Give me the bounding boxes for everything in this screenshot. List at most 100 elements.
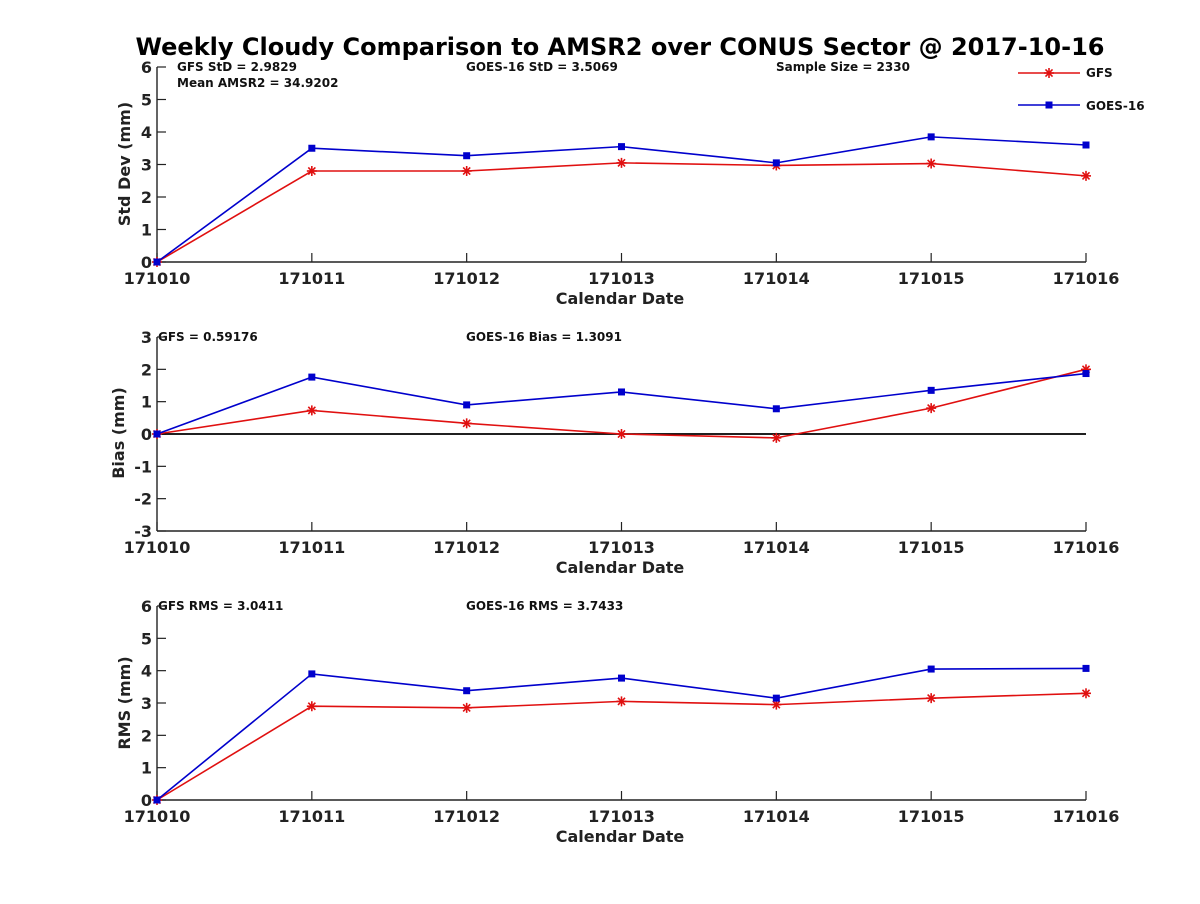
ylabel-std: Std Dev (mm) <box>115 102 134 226</box>
data-point-goes16-rms <box>927 665 935 673</box>
data-point-gfs-bias <box>771 432 782 443</box>
annotation-gfs-std: GFS StD = 2.9829 <box>177 60 297 74</box>
y-tick-label-bias: 3 <box>141 328 152 347</box>
y-tick-label-bias: -2 <box>134 490 152 509</box>
panel-bias: Bias (mm) Calendar Date GFS = 0.59176 GO… <box>109 330 684 577</box>
x-tick-label-bias: 171015 <box>898 538 965 557</box>
annotation-goes16-std: GOES-16 StD = 3.5069 <box>466 60 618 74</box>
y-tick-label-rms: 4 <box>141 662 152 681</box>
data-point-gfs-bias <box>306 405 317 416</box>
y-tick-label-std: 2 <box>141 188 152 207</box>
data-point-goes16-rms <box>308 670 316 678</box>
y-tick-label-bias: 1 <box>141 393 152 412</box>
x-tick-label-bias: 171011 <box>278 538 345 557</box>
x-tick-label-std: 171013 <box>588 269 655 288</box>
annotation-gfs-rms: GFS RMS = 3.0411 <box>158 599 283 613</box>
y-tick-label-rms: 2 <box>141 726 152 745</box>
annotation-goes16-bias: GOES-16 Bias = 1.3091 <box>466 330 622 344</box>
legend: GFS GOES-16 <box>1086 66 1145 113</box>
annotation-sample-size: Sample Size = 2330 <box>776 60 910 74</box>
x-tick-label-rms: 171015 <box>898 807 965 826</box>
data-point-goes16-std <box>153 258 161 266</box>
x-tick-label-bias: 171016 <box>1053 538 1120 557</box>
data-point-goes16-rms <box>1082 664 1090 672</box>
data-point-goes16-rms <box>618 674 625 682</box>
data-point-goes16-std <box>463 152 471 160</box>
data-point-goes16-bias <box>927 386 935 394</box>
data-point-goes16-bias <box>618 388 625 396</box>
data-point-gfs-std <box>616 157 627 168</box>
data-point-gfs-rms <box>616 696 627 707</box>
x-tick-label-std: 171010 <box>124 269 191 288</box>
ylabel-rms: RMS (mm) <box>115 656 134 749</box>
x-tick-label-rms: 171012 <box>433 807 500 826</box>
data-point-gfs-bias <box>461 418 472 429</box>
xlabel-std: Calendar Date <box>556 289 685 308</box>
annotation-goes16-rms: GOES-16 RMS = 3.7433 <box>466 599 623 613</box>
legend-label-gfs: GFS <box>1086 66 1113 80</box>
x-tick-label-rms: 171016 <box>1053 807 1120 826</box>
y-tick-label-std: 3 <box>141 156 152 175</box>
y-tick-label-bias: 2 <box>141 360 152 379</box>
x-tick-label-rms: 171010 <box>124 807 191 826</box>
data-point-goes16-std <box>618 143 625 151</box>
y-tick-label-std: 1 <box>141 221 152 240</box>
data-point-gfs-std <box>461 166 472 176</box>
data-point-goes16-rms <box>153 796 161 804</box>
x-tick-label-std: 171012 <box>433 269 500 288</box>
data-point-gfs-std <box>1081 170 1091 181</box>
plot-layer: 0 1 2 3 4 5 6 171010 171011 171012 171013 171014 171… <box>124 58 1120 826</box>
panel-rms: RMS (mm) Calendar Date GFS RMS = 3.0411 … <box>115 599 684 846</box>
data-point-gfs-bias <box>926 403 937 414</box>
data-point-goes16-bias <box>463 401 471 409</box>
y-tick-label-std: 4 <box>141 123 152 142</box>
y-tick-label-std: 0 <box>141 253 152 272</box>
ylabel-bias: Bias (mm) <box>109 387 128 479</box>
xlabel-bias: Calendar Date <box>556 558 685 577</box>
x-tick-label-rms: 171011 <box>278 807 345 826</box>
data-point-goes16-bias <box>772 405 780 413</box>
x-tick-label-rms: 171013 <box>588 807 655 826</box>
data-point-goes16-rms <box>463 687 471 695</box>
series-line-gfs-rms <box>156 692 1087 801</box>
x-tick-label-bias: 171013 <box>588 538 655 557</box>
data-point-gfs-rms <box>926 693 937 704</box>
panel-std: Std Dev (mm) Calendar Date GFS StD = 2.9… <box>115 60 910 308</box>
y-tick-label-rms: 5 <box>141 629 152 648</box>
x-tick-label-rms: 171014 <box>743 807 810 826</box>
data-point-goes16-bias <box>1082 370 1090 378</box>
data-point-goes16-std <box>308 144 316 152</box>
chart-title: Weekly Cloudy Comparison to AMSR2 over C… <box>136 33 1105 61</box>
x-tick-label-bias: 171010 <box>124 538 191 557</box>
data-point-goes16-std <box>1082 141 1090 149</box>
y-tick-label-rms: 0 <box>141 791 152 810</box>
x-tick-label-bias: 171014 <box>743 538 810 557</box>
y-tick-label-bias: -3 <box>134 522 152 541</box>
y-tick-label-bias: 0 <box>141 425 152 444</box>
y-tick-label-std: 5 <box>141 91 152 110</box>
data-point-goes16-std <box>927 133 935 141</box>
x-tick-label-bias: 171012 <box>433 538 500 557</box>
data-point-gfs-rms <box>306 701 317 712</box>
x-tick-label-std: 171015 <box>898 269 965 288</box>
data-point-goes16-std <box>772 159 780 167</box>
legend-label-goes16: GOES-16 <box>1086 99 1145 113</box>
annotation-gfs-bias: GFS = 0.59176 <box>158 330 258 344</box>
legend-marker-gfs <box>1044 68 1054 78</box>
data-point-gfs-rms <box>1081 688 1091 699</box>
x-tick-label-std: 171011 <box>278 269 345 288</box>
y-tick-label-rms: 3 <box>141 694 152 713</box>
y-tick-label-rms: 1 <box>141 759 152 778</box>
x-tick-label-std: 171016 <box>1053 269 1120 288</box>
series-line-gfs-bias <box>156 368 1087 439</box>
series-line-gfs-std <box>156 162 1087 263</box>
legend-marker-goes16 <box>1045 101 1053 109</box>
xlabel-rms: Calendar Date <box>556 827 685 846</box>
annotation-mean-amsr2: Mean AMSR2 = 34.9202 <box>177 76 338 90</box>
y-tick-label-bias: -1 <box>134 457 152 476</box>
data-point-gfs-rms <box>461 702 472 713</box>
x-tick-label-std: 171014 <box>743 269 810 288</box>
data-point-goes16-bias <box>153 430 161 438</box>
